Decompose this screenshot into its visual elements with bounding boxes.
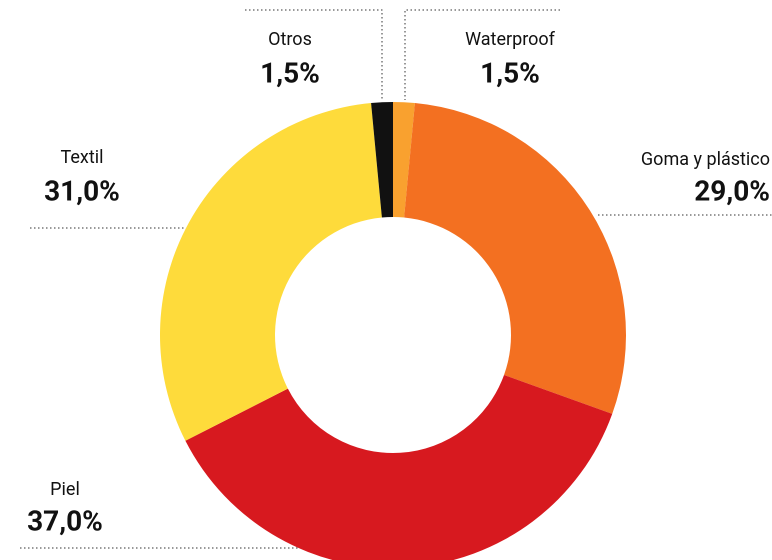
slice-label: Goma y plástico bbox=[641, 149, 770, 170]
slice-label: Textil bbox=[61, 147, 104, 168]
donut-slice bbox=[185, 374, 613, 560]
slice-value-label: 1,5% bbox=[260, 56, 320, 89]
slice-value-label: 37,0% bbox=[27, 504, 103, 537]
slice-label: Piel bbox=[50, 479, 80, 500]
slice-value-label: 1,5% bbox=[480, 56, 540, 89]
slice-label: Otros bbox=[268, 29, 312, 50]
donut-slice bbox=[404, 103, 626, 414]
leader-lines bbox=[20, 9, 772, 549]
donut-slice bbox=[371, 102, 393, 218]
donut-slice bbox=[160, 103, 382, 441]
leader-line bbox=[245, 9, 383, 100]
slice-label: Waterproof bbox=[465, 29, 556, 50]
donut-slice bbox=[393, 102, 415, 218]
slice-value-label: 29,0% bbox=[694, 174, 770, 207]
slice-value-label: 31,0% bbox=[44, 174, 120, 207]
